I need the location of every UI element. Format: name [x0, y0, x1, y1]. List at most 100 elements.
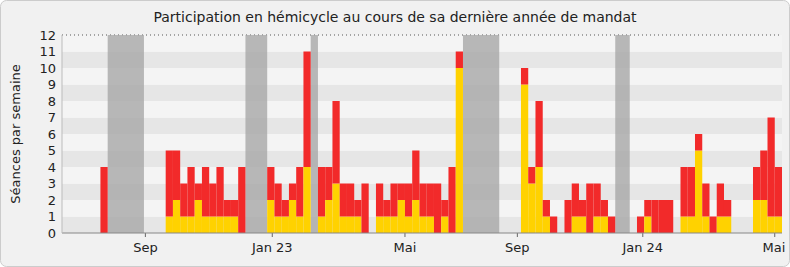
bar: [289, 200, 296, 233]
bar: [535, 101, 542, 167]
bar: [709, 217, 716, 234]
y-tick-label: 11: [39, 44, 56, 59]
bar: [680, 217, 687, 234]
bar: [586, 184, 593, 234]
bar: [521, 85, 528, 234]
bar: [376, 184, 383, 217]
bar: [340, 217, 347, 234]
bar: [550, 217, 557, 234]
bar: [702, 184, 709, 217]
bar: [100, 167, 107, 233]
bar: [412, 200, 419, 233]
bar: [427, 217, 434, 234]
bar: [760, 200, 767, 233]
bar: [528, 167, 535, 184]
bar: [267, 167, 274, 200]
y-tick-label: 10: [39, 61, 56, 76]
y-axis-label: Séances par semaine: [8, 64, 23, 203]
bar: [354, 217, 361, 234]
bar: [231, 200, 238, 217]
bar: [521, 68, 528, 85]
x-tick: [404, 233, 405, 237]
x-axis: [62, 233, 782, 234]
x-tick-label: Jan 24: [621, 240, 663, 255]
bar: [332, 184, 339, 234]
bar: [543, 200, 550, 217]
bar: [202, 167, 209, 217]
x-tick: [145, 233, 146, 237]
bar: [535, 167, 542, 233]
grid-band: [62, 101, 782, 118]
grid-band: [62, 68, 782, 85]
bar: [361, 184, 368, 234]
recess-band: [615, 35, 630, 233]
bar: [180, 184, 187, 217]
y-tick-label: 1: [48, 209, 56, 224]
bar: [448, 167, 455, 233]
bar: [441, 217, 448, 234]
bar: [601, 217, 608, 234]
bar: [347, 217, 354, 234]
grid-band: [62, 85, 782, 102]
bar: [405, 184, 412, 217]
bar: [209, 217, 216, 234]
title: Participation en hémicycle au cours de s…: [153, 9, 637, 25]
bar: [760, 151, 767, 201]
x-tick-label: Mai: [394, 240, 417, 255]
bar: [318, 217, 325, 234]
x-tick-label: Sep: [505, 240, 530, 255]
bar: [390, 217, 397, 234]
bar: [274, 184, 281, 217]
y-tick-label: 8: [48, 94, 56, 109]
recess-band: [463, 35, 499, 233]
bar: [274, 217, 281, 234]
bar: [564, 200, 571, 233]
bar: [456, 52, 463, 69]
bar: [173, 200, 180, 233]
bar: [347, 184, 354, 217]
x-tick: [774, 233, 775, 237]
grid-band: [62, 52, 782, 69]
bar: [644, 200, 651, 217]
bar: [579, 217, 586, 234]
recess-band: [311, 35, 318, 233]
bar: [224, 217, 231, 234]
y-tick-label: 2: [48, 193, 56, 208]
bar: [383, 200, 390, 217]
bar: [775, 217, 782, 234]
y-tick-label: 0: [48, 226, 56, 241]
bar: [325, 200, 332, 233]
bar: [202, 217, 209, 234]
grid-band: [62, 217, 782, 234]
bar: [753, 167, 760, 200]
bar: [209, 184, 216, 217]
bar: [456, 68, 463, 233]
bar: [579, 200, 586, 217]
x-tick: [517, 233, 518, 237]
bar: [593, 217, 600, 234]
bar: [767, 118, 774, 217]
x-tick-label: Jan 23: [251, 240, 293, 255]
bar: [340, 184, 347, 217]
bar: [231, 217, 238, 234]
bar: [325, 167, 332, 200]
background: [1, 1, 790, 267]
y-axis: [62, 35, 63, 233]
y-tick-label: 6: [48, 127, 56, 142]
chart: 0123456789101112SepJan 23MaiSepJan 24Mai…: [0, 0, 790, 267]
bar: [427, 184, 434, 217]
bar: [528, 184, 535, 234]
bar: [680, 167, 687, 217]
x-tick-label: Mai: [763, 240, 786, 255]
bar: [354, 200, 361, 217]
bar: [724, 217, 731, 234]
bar: [224, 200, 231, 217]
bar: [173, 151, 180, 201]
bar: [644, 217, 651, 234]
y-tick-label: 4: [48, 160, 56, 175]
bar: [383, 217, 390, 234]
bar: [318, 167, 325, 217]
bar: [332, 101, 339, 184]
bar: [601, 200, 608, 217]
grid-line: [62, 35, 782, 36]
